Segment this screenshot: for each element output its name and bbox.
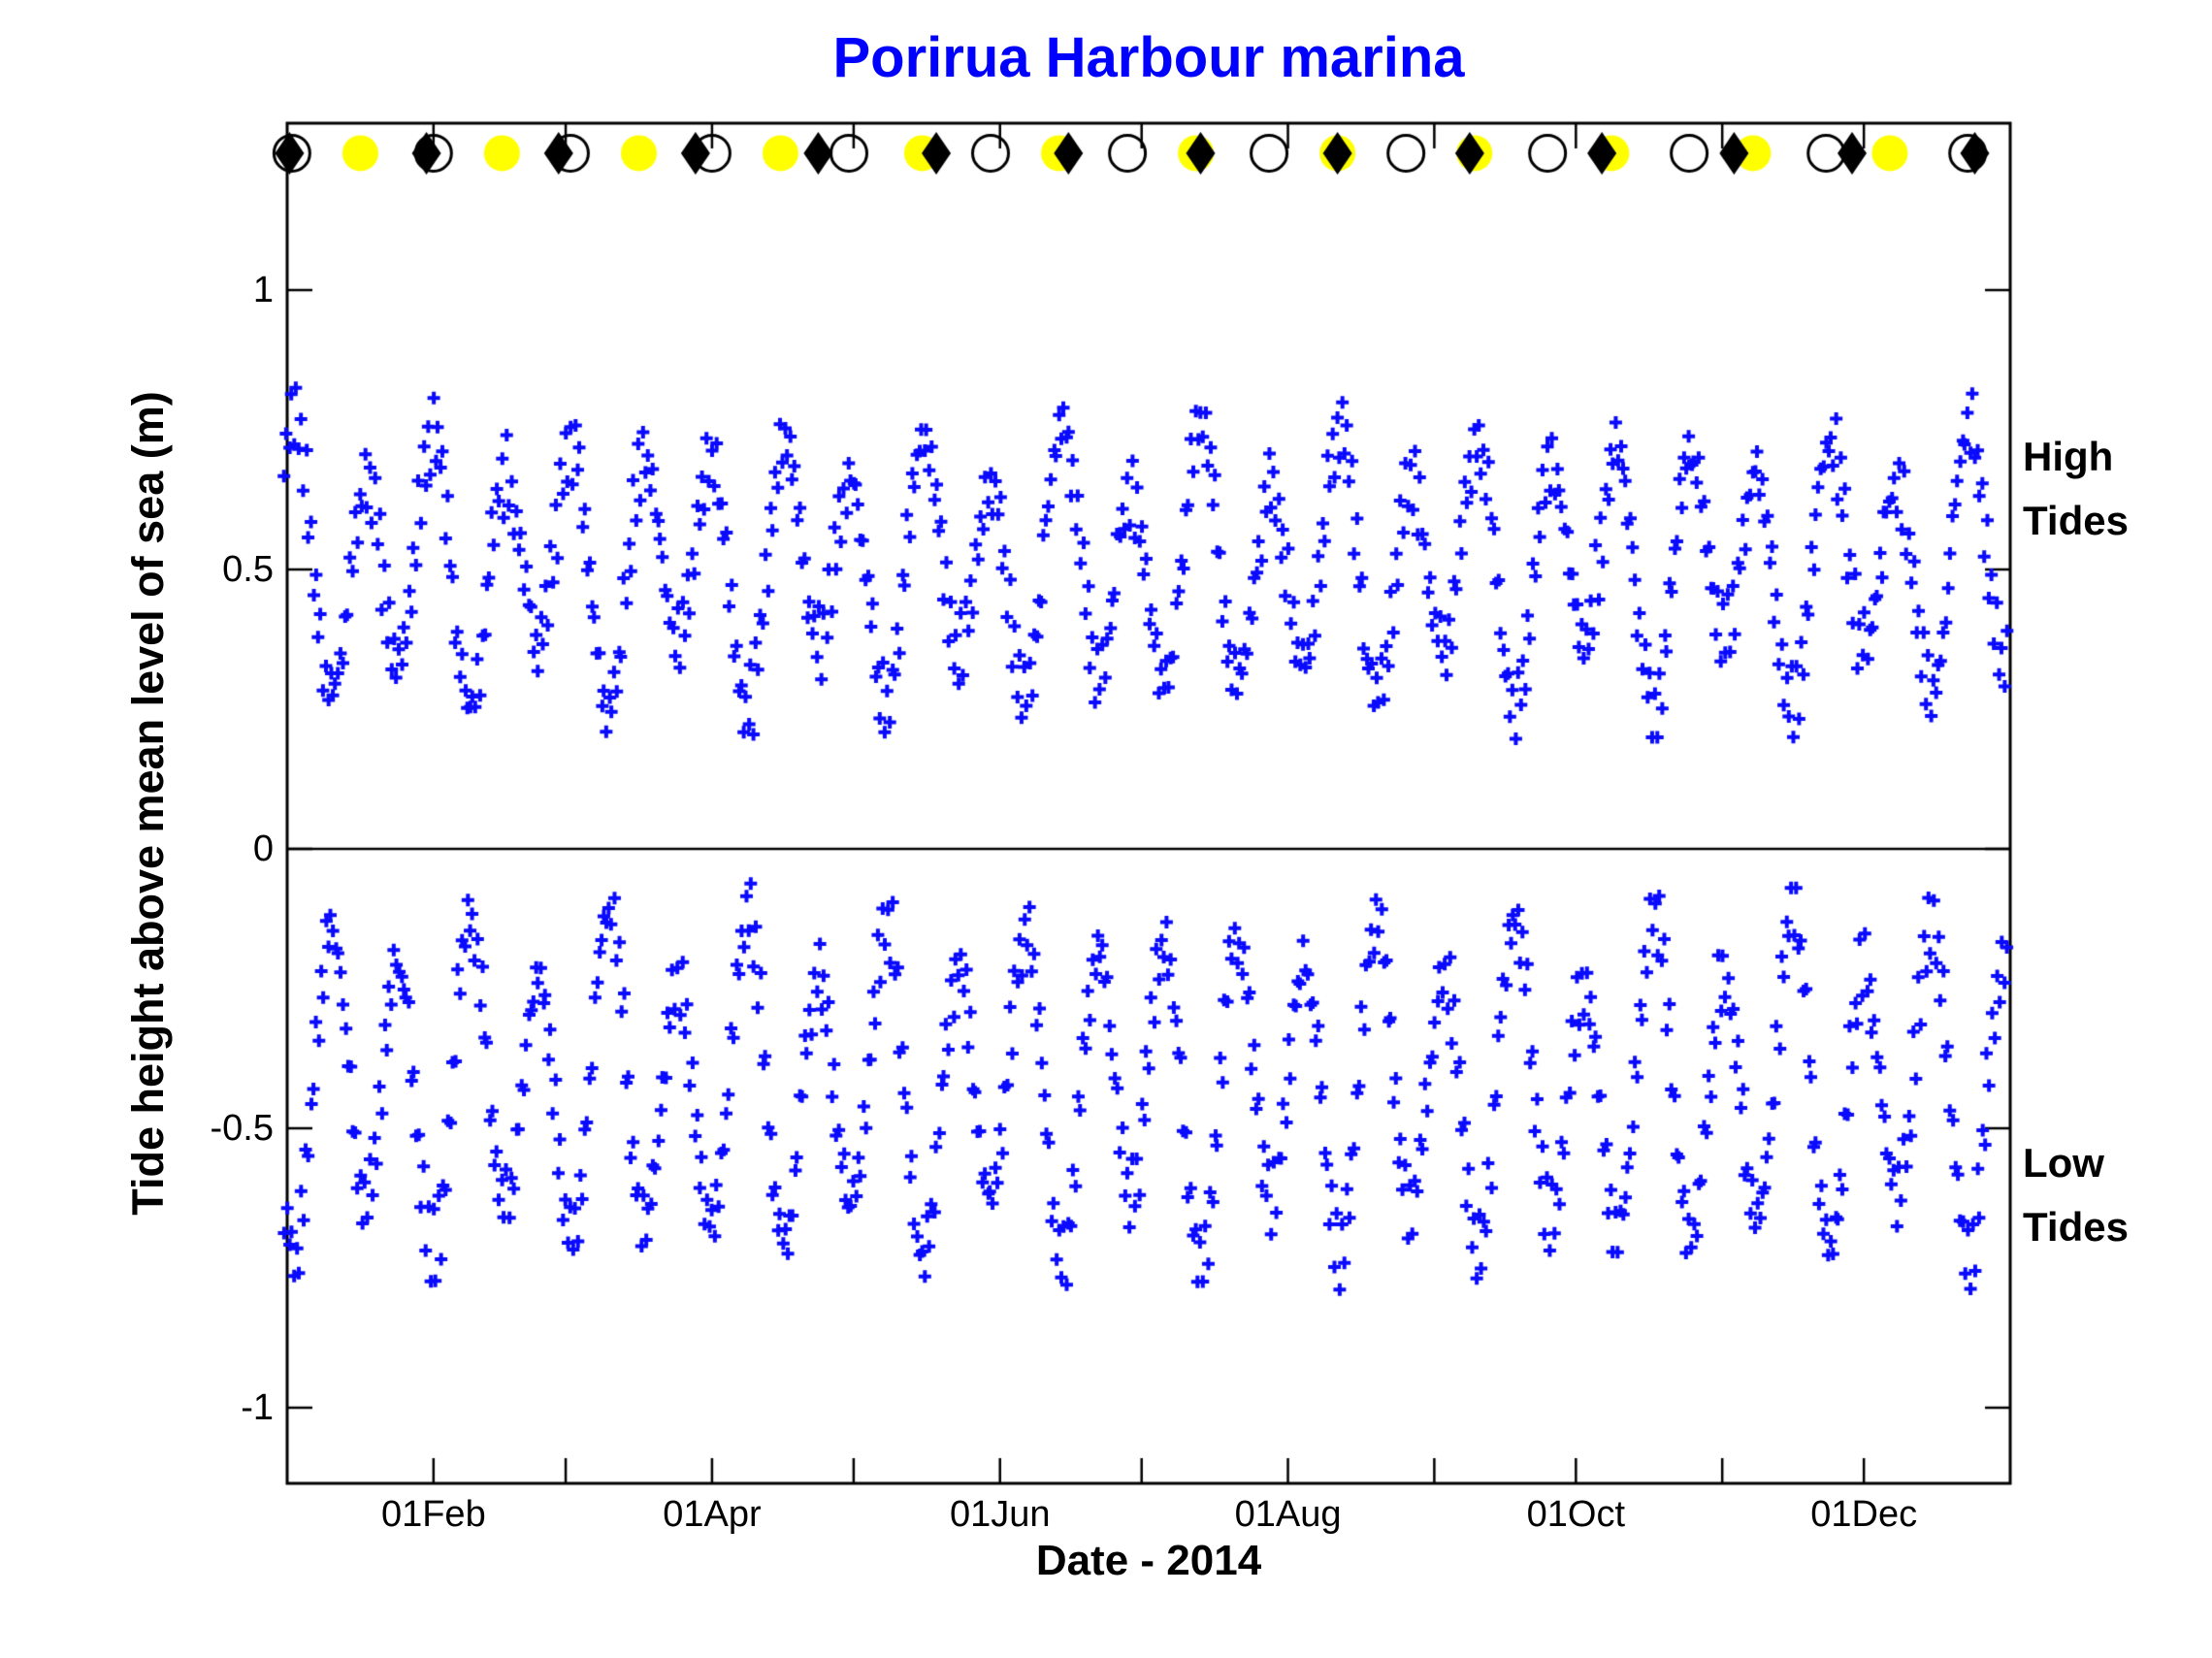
chart-title: Porirua Harbour marina [832, 26, 1465, 89]
y-tick-label: 0.5 [222, 549, 274, 590]
x-tick-label: 01Aug [1234, 1494, 1342, 1535]
y-tick-label: 0 [252, 829, 274, 869]
low-tides-line1: Low [2023, 1140, 2104, 1186]
high-tides-annotation: High Tides [2023, 425, 2129, 553]
low-tides-line2: Tides [2023, 1204, 2129, 1250]
x-tick-label: 01Apr [663, 1494, 762, 1535]
y-tick-label: -0.5 [210, 1108, 274, 1149]
y-tick-label: -1 [241, 1387, 274, 1428]
low-tides-annotation: Low Tides [2023, 1131, 2129, 1259]
high-tides-line1: High [2023, 434, 2114, 479]
y-axis-label: Tide height above mean level of sea (m) [123, 391, 173, 1216]
x-tick-label: 01Oct [1526, 1494, 1626, 1535]
high-tides-line2: Tides [2023, 498, 2129, 543]
x-tick-label: 01Feb [380, 1494, 486, 1535]
x-axis-label: Date - 2014 [1035, 1537, 1262, 1584]
y-tick-label: 1 [252, 270, 274, 310]
x-tick-label: 01Dec [1810, 1494, 1918, 1535]
x-tick-label: 01Jun [949, 1494, 1051, 1535]
